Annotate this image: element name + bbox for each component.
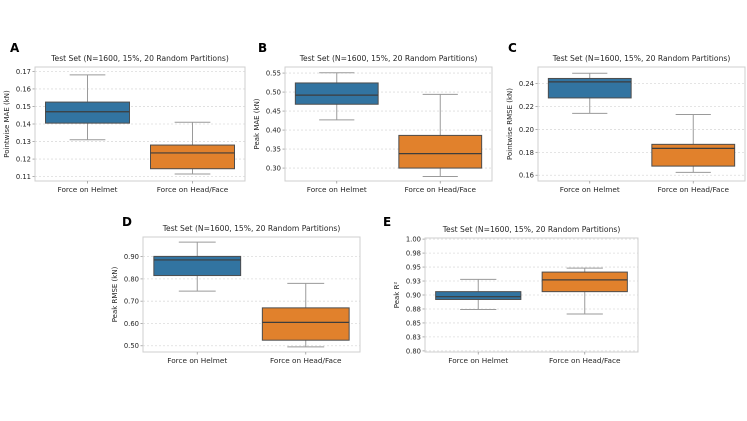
plot-title: Test Set (N=1600, 15%, 20 Random Partiti… <box>552 54 731 63</box>
y-tick-label: 0.83 <box>406 333 421 341</box>
y-tick-label: 0.80 <box>406 347 421 355</box>
y-axis-label: Peak RMSE (kN) <box>111 266 119 322</box>
y-axis-label: Pointwise MAE (kN) <box>3 90 11 158</box>
y-tick-label: 0.85 <box>406 319 421 327</box>
y-tick-label: 0.17 <box>16 68 31 76</box>
y-tick-label: 0.11 <box>16 173 31 181</box>
panel-label-b: B <box>258 41 268 55</box>
plot-border <box>34 66 246 182</box>
panel-c: C 0.16 0.18 0.20 0.22 0.24 Test Set (N=1600, … <box>500 38 747 202</box>
plot-border <box>424 237 639 353</box>
x-tick-label: Force on Head/Face <box>270 356 342 365</box>
y-tick-label: 0.20 <box>519 126 534 134</box>
plot-title: Test Set (N=1600, 15%, 20 Random Partiti… <box>299 54 478 63</box>
box-force-on-helmet <box>435 291 522 300</box>
y-tick-label: 0.15 <box>16 103 31 111</box>
panel-e: E 0.80 0.83 0.85 0.88 0.90 0.93 0.95 0.98 1.00 Te… <box>375 210 640 374</box>
x-tick-label: Force on Helmet <box>167 356 227 365</box>
y-tick-label: 0.80 <box>124 275 139 283</box>
plot-border <box>284 66 493 182</box>
box-force-on-helmet <box>153 255 242 277</box>
y-tick-label: 0.95 <box>406 263 421 271</box>
y-tick-label: 0.16 <box>519 172 534 180</box>
box-force-on-head-face <box>398 134 483 169</box>
panel-d: D 0.50 0.60 0.70 0.80 0.90 Test Set (N=1600, … <box>108 210 364 374</box>
y-tick-label: 0.30 <box>266 164 281 172</box>
y-tick-label: 0.13 <box>16 138 31 146</box>
box-force-on-head-face <box>651 143 736 167</box>
y-tick-label: 0.50 <box>124 342 139 350</box>
y-tick-label: 0.24 <box>519 80 534 88</box>
plot-border <box>142 236 361 353</box>
plot-title: Test Set (N=1600, 15%, 20 Random Partiti… <box>442 225 621 234</box>
y-tick-label: 0.55 <box>266 69 281 77</box>
panel-label-c: C <box>508 41 517 55</box>
box-force-on-helmet <box>45 101 130 124</box>
y-tick-label: 0.16 <box>16 85 31 93</box>
y-tick-label: 0.93 <box>406 277 421 285</box>
y-tick-label: 0.70 <box>124 298 139 306</box>
boxplot-peak-r2: 0.80 0.83 0.85 0.88 0.90 0.93 0.95 0.98 1.00 Test… <box>393 225 639 365</box>
box-force-on-helmet <box>294 82 379 105</box>
y-tick-label: 0.90 <box>406 291 421 299</box>
y-tick-label: 0.90 <box>124 253 139 261</box>
panel-label-e: E <box>383 215 392 229</box>
plot-title: Test Set (N=1600, 15%, 20 Random Partiti… <box>162 224 341 233</box>
boxplot-pointwise-mae: 0.11 0.12 0.13 0.14 0.15 0.16 0.17 Test Set (N=… <box>3 54 246 194</box>
y-tick-label: 0.45 <box>266 107 281 115</box>
y-tick-label: 0.22 <box>519 103 534 111</box>
boxplot-peak-mae: 0.30 0.35 0.40 0.45 0.50 0.55 Test Set (N=1600… <box>253 54 493 194</box>
x-tick-label: Force on Helmet <box>307 185 367 194</box>
plot-title: Test Set (N=1600, 15%, 20 Random Partiti… <box>50 54 229 63</box>
x-tick-label: Force on Head/Face <box>404 185 476 194</box>
y-tick-label: 0.35 <box>266 145 281 153</box>
box-force-on-helmet <box>547 77 632 99</box>
boxplot-peak-rmse: 0.50 0.60 0.70 0.80 0.90 Test Set (N=1600, 15… <box>111 224 361 365</box>
panel-b: B 0.30 0.35 0.40 0.45 0.50 0.55 Test Set (N=16… <box>248 38 498 202</box>
y-axis-label: Pointwise RMSE (kN) <box>506 88 514 160</box>
y-tick-label: 0.60 <box>124 320 139 328</box>
y-tick-label: 0.50 <box>266 88 281 96</box>
box-force-on-head-face <box>261 307 350 341</box>
x-tick-label: Force on Helmet <box>448 356 508 365</box>
x-tick-label: Force on Helmet <box>58 185 118 194</box>
x-tick-label: Force on Head/Face <box>549 356 621 365</box>
panel-a: A 0.11 0.12 0.13 0.14 0.15 0.16 0.17 Test Set (… <box>0 38 250 202</box>
x-tick-label: Force on Head/Face <box>157 185 229 194</box>
boxplot-pointwise-rmse: 0.16 0.18 0.20 0.22 0.24 Test Set (N=1600, 15… <box>506 54 746 194</box>
x-tick-label: Force on Head/Face <box>657 185 729 194</box>
box-force-on-head-face <box>541 271 628 293</box>
plot-border <box>537 66 746 182</box>
y-tick-label: 0.98 <box>406 249 421 257</box>
y-tick-label: 1.00 <box>406 236 421 244</box>
y-tick-label: 0.14 <box>16 120 31 128</box>
y-tick-label: 0.12 <box>16 155 31 163</box>
panel-label-a: A <box>10 41 20 55</box>
y-tick-label: 0.18 <box>519 149 534 157</box>
panel-label-d: D <box>122 215 132 229</box>
y-axis-label: Peak R² <box>393 282 401 309</box>
y-tick-label: 0.88 <box>406 305 421 313</box>
x-tick-label: Force on Helmet <box>560 185 620 194</box>
y-axis-label: Peak MAE (kN) <box>253 98 261 149</box>
box-force-on-head-face <box>150 144 235 170</box>
y-tick-label: 0.40 <box>266 126 281 134</box>
